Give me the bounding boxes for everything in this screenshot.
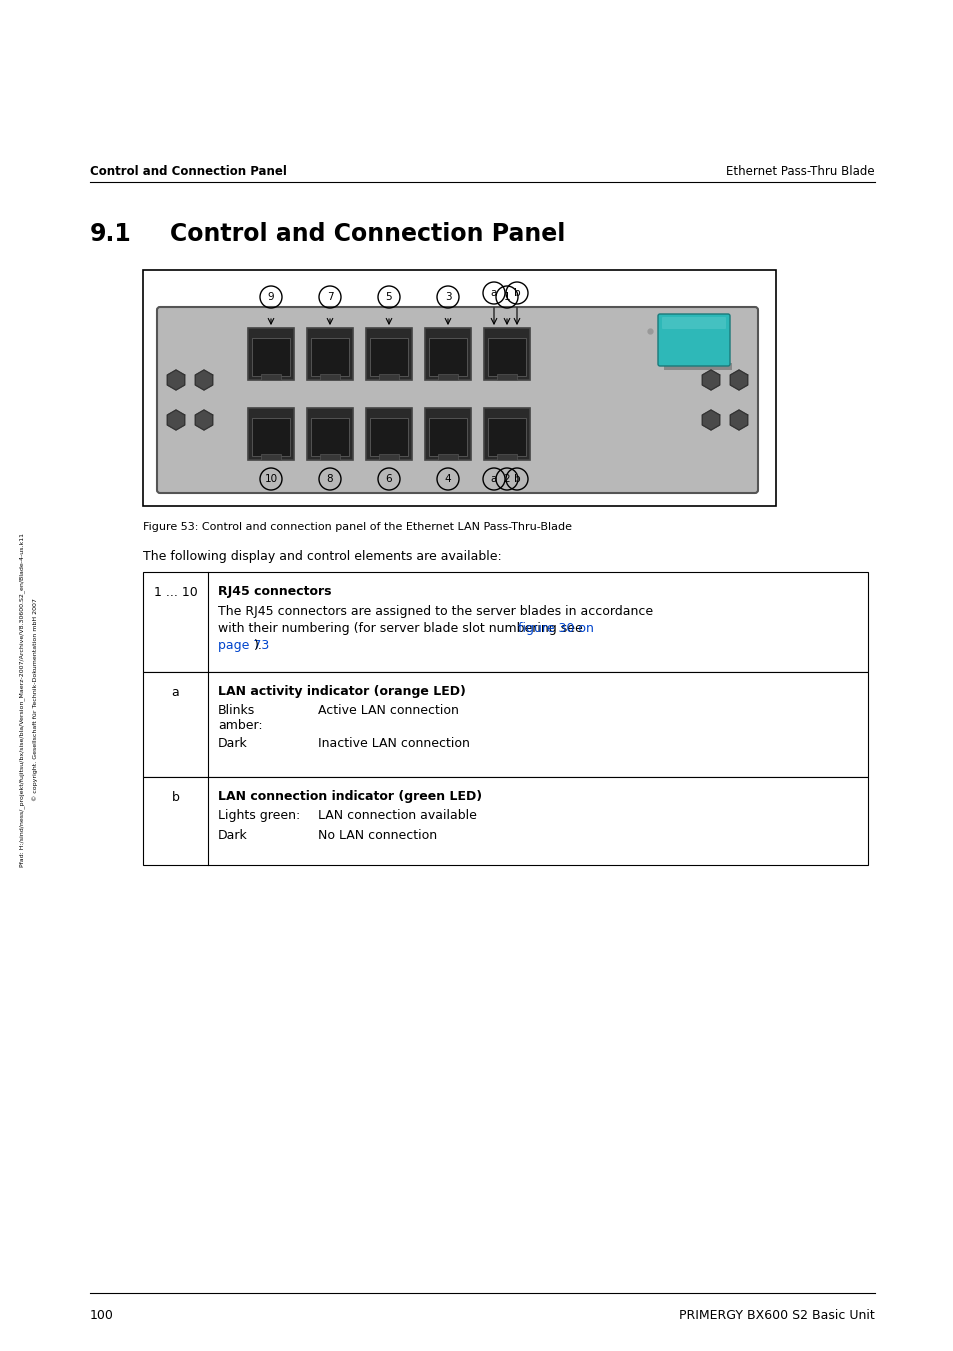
Bar bbox=[143, 671, 867, 777]
Bar bbox=[488, 417, 525, 457]
Bar bbox=[252, 338, 290, 376]
Text: 10: 10 bbox=[264, 474, 277, 484]
Polygon shape bbox=[730, 409, 747, 430]
Bar bbox=[424, 408, 471, 459]
Polygon shape bbox=[730, 370, 747, 390]
Bar bbox=[252, 417, 290, 457]
Text: Inactive LAN connection: Inactive LAN connection bbox=[317, 738, 470, 750]
Bar bbox=[311, 417, 349, 457]
Text: LAN connection available: LAN connection available bbox=[317, 809, 476, 821]
Text: 3: 3 bbox=[444, 292, 451, 303]
Bar bbox=[378, 374, 399, 380]
Text: with their numbering (for server blade slot numbering see: with their numbering (for server blade s… bbox=[218, 621, 586, 635]
Bar bbox=[143, 777, 867, 865]
Text: page 73: page 73 bbox=[218, 639, 269, 653]
Bar bbox=[248, 408, 294, 459]
Text: b: b bbox=[513, 474, 519, 484]
Text: The following display and control elements are available:: The following display and control elemen… bbox=[143, 550, 501, 563]
Text: 2: 2 bbox=[503, 474, 510, 484]
Text: Control and Connection Panel: Control and Connection Panel bbox=[170, 222, 565, 246]
Bar bbox=[429, 417, 467, 457]
Bar bbox=[143, 270, 775, 507]
Bar bbox=[260, 374, 281, 380]
Text: a: a bbox=[490, 288, 497, 299]
Text: 4: 4 bbox=[444, 474, 451, 484]
Bar bbox=[437, 374, 457, 380]
Bar bbox=[378, 454, 399, 459]
Text: figure 30 on: figure 30 on bbox=[517, 621, 594, 635]
Polygon shape bbox=[701, 409, 719, 430]
Text: Blinks: Blinks bbox=[218, 704, 255, 717]
Bar bbox=[483, 408, 530, 459]
Text: 6: 6 bbox=[385, 474, 392, 484]
Bar bbox=[319, 454, 340, 459]
Text: Dark: Dark bbox=[218, 830, 248, 842]
Text: b: b bbox=[513, 288, 519, 299]
Text: Pfad: H:/sind/ness/_projekt/fujitsu/bx/sise/bla/Version_Maerz-2007/Archive/V8.30: Pfad: H:/sind/ness/_projekt/fujitsu/bx/s… bbox=[19, 534, 25, 867]
Bar bbox=[663, 363, 731, 370]
Text: Active LAN connection: Active LAN connection bbox=[317, 704, 458, 717]
Polygon shape bbox=[701, 370, 719, 390]
Text: Control and Connection Panel: Control and Connection Panel bbox=[90, 165, 287, 178]
Text: LAN activity indicator (orange LED): LAN activity indicator (orange LED) bbox=[218, 685, 465, 698]
Bar bbox=[143, 571, 867, 671]
Polygon shape bbox=[195, 370, 213, 390]
Bar bbox=[307, 328, 353, 380]
FancyBboxPatch shape bbox=[658, 313, 729, 366]
Text: Dark: Dark bbox=[218, 738, 248, 750]
Polygon shape bbox=[167, 409, 185, 430]
Text: No LAN connection: No LAN connection bbox=[317, 830, 436, 842]
Text: Figure 53: Control and connection panel of the Ethernet LAN Pass-Thru-Blade: Figure 53: Control and connection panel … bbox=[143, 521, 572, 532]
Bar bbox=[307, 408, 353, 459]
Polygon shape bbox=[167, 370, 185, 390]
Text: Lights green:: Lights green: bbox=[218, 809, 300, 821]
Text: a: a bbox=[172, 686, 179, 698]
Bar bbox=[497, 374, 517, 380]
Text: 9: 9 bbox=[268, 292, 274, 303]
Bar bbox=[429, 338, 467, 376]
Bar bbox=[311, 338, 349, 376]
Text: 7: 7 bbox=[326, 292, 333, 303]
Text: 8: 8 bbox=[326, 474, 333, 484]
Text: 9.1: 9.1 bbox=[90, 222, 132, 246]
Bar bbox=[370, 338, 408, 376]
Text: © copyright. Gesellschaft für Technik-Dokumentation mbH 2007: © copyright. Gesellschaft für Technik-Do… bbox=[32, 598, 38, 801]
Text: 1 ... 10: 1 ... 10 bbox=[153, 586, 197, 598]
Text: The RJ45 connectors are assigned to the server blades in accordance: The RJ45 connectors are assigned to the … bbox=[218, 605, 653, 617]
Bar bbox=[424, 328, 471, 380]
Bar bbox=[319, 374, 340, 380]
FancyBboxPatch shape bbox=[157, 307, 758, 493]
Text: amber:: amber: bbox=[218, 719, 262, 732]
Bar bbox=[248, 328, 294, 380]
Text: PRIMERGY BX600 S2 Basic Unit: PRIMERGY BX600 S2 Basic Unit bbox=[679, 1309, 874, 1323]
Text: 5: 5 bbox=[385, 292, 392, 303]
Polygon shape bbox=[195, 409, 213, 430]
Text: a: a bbox=[490, 474, 497, 484]
Text: 1: 1 bbox=[503, 292, 510, 303]
Bar bbox=[260, 454, 281, 459]
Text: LAN connection indicator (green LED): LAN connection indicator (green LED) bbox=[218, 790, 481, 802]
Text: Ethernet Pass-Thru Blade: Ethernet Pass-Thru Blade bbox=[725, 165, 874, 178]
Bar bbox=[497, 454, 517, 459]
Bar bbox=[366, 328, 412, 380]
FancyBboxPatch shape bbox=[661, 317, 725, 330]
Bar bbox=[370, 417, 408, 457]
Text: RJ45 connectors: RJ45 connectors bbox=[218, 585, 331, 598]
Bar bbox=[366, 408, 412, 459]
Bar bbox=[483, 328, 530, 380]
Text: ).: ). bbox=[254, 639, 263, 653]
Bar bbox=[437, 454, 457, 459]
Bar bbox=[488, 338, 525, 376]
Text: 100: 100 bbox=[90, 1309, 113, 1323]
Text: b: b bbox=[172, 790, 179, 804]
